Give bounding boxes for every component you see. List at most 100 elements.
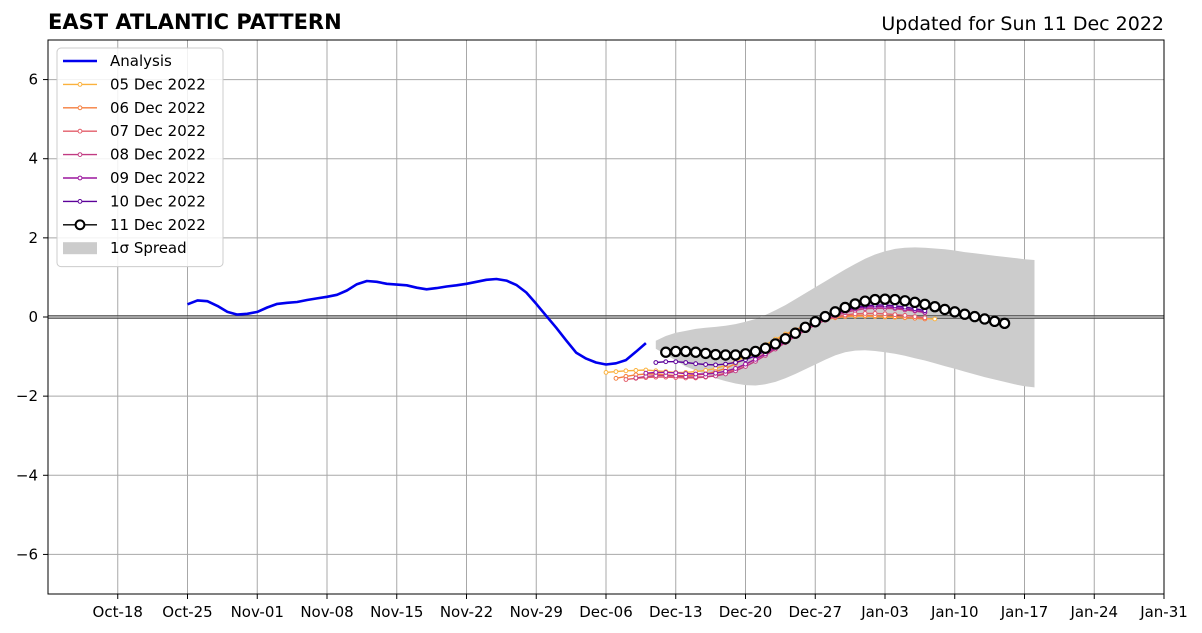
forecast-point	[693, 361, 699, 367]
legend-marker	[77, 175, 83, 181]
forecast-point	[713, 370, 719, 376]
latest-point	[729, 349, 742, 361]
latest-point	[670, 345, 682, 358]
y-tick-label: 0	[28, 308, 38, 326]
x-tick-label: Jan-03	[860, 603, 909, 621]
forecast-point	[633, 368, 639, 373]
x-tick-label: Oct-25	[162, 603, 212, 621]
analysis-line	[187, 277, 647, 366]
forecast-point	[663, 370, 669, 375]
x-tick-label: Jan-10	[930, 603, 979, 621]
latest-point	[660, 346, 672, 358]
forecast-point	[613, 369, 619, 375]
legend-marker	[77, 82, 83, 87]
forecast-point	[613, 375, 619, 381]
x-tick-label: Oct-18	[93, 603, 143, 621]
legend-item: Analysis	[63, 52, 172, 70]
forecast-point	[633, 375, 639, 381]
forecast-point	[862, 311, 868, 316]
chart-title: EAST ATLANTIC PATTERN	[48, 10, 342, 34]
legend-box	[56, 47, 224, 268]
forecast-point	[723, 368, 728, 374]
forecast-point	[603, 370, 609, 375]
forecast-point	[623, 368, 629, 374]
forecast-point	[703, 362, 709, 367]
latest-point	[739, 348, 752, 360]
latest-point	[719, 349, 732, 361]
latest-point	[699, 347, 712, 360]
forecast-point	[932, 316, 938, 322]
x-tick-label: Jan-24	[1069, 603, 1118, 621]
latest-point	[849, 298, 861, 310]
legend-label: 05 Dec 2022	[110, 75, 206, 93]
x-tick-label: Dec-27	[788, 603, 842, 621]
latest-point	[889, 293, 901, 306]
latest-point	[809, 316, 821, 328]
x-axis: Oct-18 Oct-25 Nov-01 Nov-08 Nov-15 Nov-22 Nov-…	[93, 594, 1188, 621]
y-tick-label: 6	[28, 71, 38, 89]
legend-item: 10 Dec 2022	[63, 192, 206, 210]
forecast-point	[623, 377, 629, 382]
y-tick-label: 4	[28, 150, 38, 168]
x-tick-label: Jan-31	[1139, 603, 1188, 621]
x-tick-label: Nov-22	[440, 603, 493, 621]
x-tick-label: Nov-08	[300, 603, 353, 621]
legend-item: 1σ Spread	[63, 239, 187, 257]
latest-point	[829, 306, 841, 318]
legend-item: 11 Dec 2022	[63, 216, 206, 234]
latest-point	[709, 348, 722, 361]
latest-point	[899, 295, 911, 307]
forecast-point	[683, 360, 689, 365]
legend-marker	[77, 128, 83, 134]
x-tick-label: Nov-29	[510, 603, 563, 621]
legend-swatch	[63, 242, 97, 255]
y-tick-label: 2	[28, 229, 38, 247]
latest-point	[939, 303, 951, 316]
forecast-point	[643, 370, 649, 376]
latest-point	[680, 345, 692, 358]
x-tick-label: Jan-17	[1000, 603, 1049, 621]
legend-item: 09 Dec 2022	[63, 169, 206, 187]
legend-label: 06 Dec 2022	[110, 99, 206, 117]
latest-point	[839, 301, 851, 314]
latest-point	[959, 308, 971, 320]
forecast-point	[892, 312, 898, 318]
legend: Analysis 05 Dec 2022 06 Dec 2022 07 Dec 202…	[56, 47, 224, 268]
legend-label: 08 Dec 2022	[110, 146, 206, 164]
legend-marker	[74, 219, 86, 231]
latest-point	[769, 338, 782, 350]
forecast-point	[872, 311, 878, 316]
latest-point	[978, 313, 991, 325]
latest-point	[689, 346, 702, 358]
series-layer	[187, 277, 1011, 382]
forecast-point	[673, 359, 679, 365]
legend-label: 1σ Spread	[110, 239, 187, 257]
forecast-point	[683, 371, 689, 376]
latest-point	[929, 301, 941, 313]
forecast-point	[713, 362, 719, 368]
latest-point	[759, 342, 772, 354]
forecast-point	[733, 360, 738, 365]
forecast-point	[902, 313, 908, 318]
latest-point	[879, 293, 891, 305]
forecast-point	[653, 370, 659, 375]
legend-item: 05 Dec 2022	[63, 75, 206, 93]
latest-point	[919, 298, 931, 311]
y-tick-label: −2	[16, 387, 38, 405]
latest-series	[660, 293, 1011, 361]
latest-point	[789, 327, 802, 339]
legend-item: 08 Dec 2022	[63, 146, 206, 164]
latest-point	[988, 315, 1001, 328]
x-tick-label: Dec-06	[579, 603, 633, 621]
legend-item: 06 Dec 2022	[63, 99, 206, 117]
forecast-point	[922, 315, 928, 321]
forecast-point	[703, 371, 709, 377]
legend-marker	[77, 199, 83, 204]
y-axis: 6 4 2 0 −2 −4 −6	[16, 71, 48, 563]
forecast-point	[653, 360, 659, 365]
legend-label: 07 Dec 2022	[110, 122, 206, 140]
legend-marker	[77, 105, 83, 111]
latest-point	[799, 321, 811, 333]
latest-point	[949, 306, 961, 318]
